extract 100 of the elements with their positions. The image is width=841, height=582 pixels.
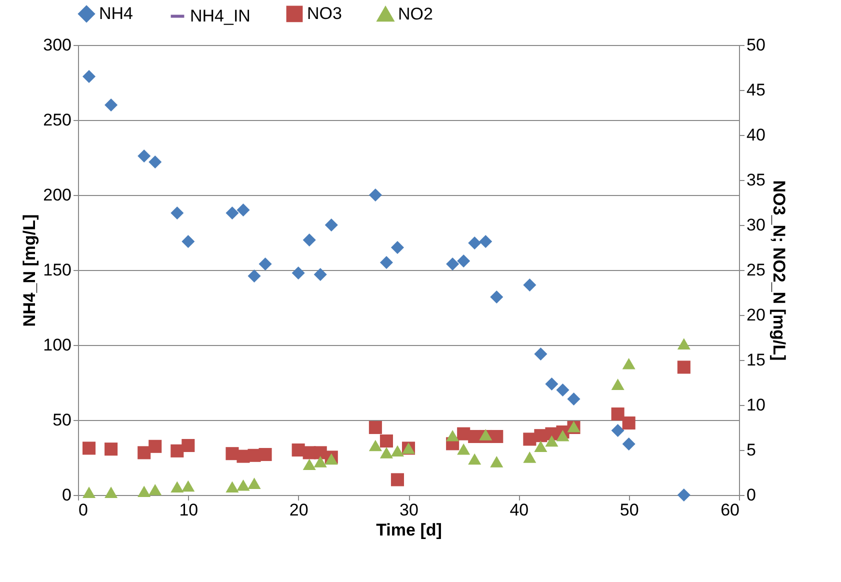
point: [182, 438, 195, 452]
point: [479, 429, 492, 440]
legend-label: NH4_IN: [190, 6, 250, 26]
x-tick-label: 30: [400, 500, 418, 520]
y2-axis-title: NO3_N; NO2_N [mg/L]: [769, 180, 788, 361]
x-tick-label: 50: [620, 500, 639, 520]
y-tick-label: 250: [43, 110, 72, 130]
y-tick-label: 50: [52, 410, 72, 430]
point: [226, 481, 239, 493]
point: [677, 488, 690, 502]
y-tick-label: 300: [43, 36, 72, 54]
point: [314, 268, 327, 282]
point: [138, 486, 151, 498]
point: [226, 206, 239, 220]
point: [368, 188, 382, 202]
legend-label: NO2: [398, 4, 433, 24]
point: [523, 278, 536, 292]
point: [148, 440, 162, 453]
point: [446, 430, 460, 442]
legend-label: NO3: [307, 4, 342, 23]
legend-label: NH4: [99, 4, 134, 23]
point: [258, 448, 272, 462]
point: [138, 149, 151, 163]
y2-tick-label: 30: [746, 216, 766, 234]
point: [390, 445, 404, 457]
point: [248, 269, 261, 283]
point: [236, 479, 250, 491]
x-tick-label: 40: [510, 500, 529, 520]
point: [104, 442, 118, 456]
y2-tick-label: 15: [746, 350, 766, 370]
y2-tick-label: 10: [746, 396, 766, 414]
point: [380, 256, 393, 270]
point: [248, 478, 261, 489]
point: [556, 430, 570, 442]
y2-tick-label: 50: [746, 36, 766, 54]
y-tick-label: 100: [43, 336, 72, 354]
point: [677, 338, 690, 350]
point: [490, 456, 504, 468]
point: [380, 447, 393, 458]
point: [258, 257, 272, 271]
point: [622, 437, 636, 451]
point: [170, 444, 184, 458]
point: [236, 203, 250, 217]
point: [490, 430, 504, 444]
point: [567, 392, 580, 406]
point: [390, 240, 404, 254]
point: [622, 358, 636, 370]
x-axis-title: Time [d]: [376, 520, 442, 540]
y-tick-label: 200: [43, 186, 72, 204]
point: [148, 155, 162, 169]
point: [446, 257, 460, 271]
point: [302, 233, 316, 247]
point: [182, 480, 195, 492]
point: [170, 206, 184, 220]
point: [302, 458, 316, 470]
point: [611, 378, 624, 390]
point: [611, 407, 624, 421]
point: [622, 416, 636, 430]
point: [380, 434, 393, 448]
point: [292, 266, 305, 280]
point: [611, 424, 624, 438]
y2-tick-label: 0: [746, 486, 756, 504]
point: [138, 446, 151, 460]
point: [534, 347, 548, 361]
x-tick-label: 20: [289, 500, 308, 520]
x-tick-label: 0: [78, 500, 88, 520]
point: [523, 452, 536, 463]
point: [390, 473, 404, 486]
x-tick-label: 10: [179, 500, 198, 520]
y2-tick-label: 20: [746, 306, 766, 324]
point: [457, 443, 470, 455]
y2-tick-label: 5: [746, 440, 756, 460]
point: [534, 440, 548, 452]
point: [170, 481, 184, 493]
y-tick-label: 150: [43, 260, 72, 280]
point: [324, 453, 338, 465]
point: [545, 377, 558, 391]
y2-tick-label: 40: [746, 126, 766, 144]
y-tick-label: 0: [62, 486, 72, 504]
point: [82, 442, 96, 455]
point: [468, 236, 482, 250]
point: [148, 484, 162, 496]
y2-tick-label: 35: [746, 170, 766, 190]
point: [182, 234, 195, 248]
point: [468, 453, 482, 465]
y2-tick-label: 25: [746, 260, 766, 280]
y2-tick-label: 45: [746, 80, 766, 100]
point: [324, 218, 338, 232]
y-axis-title: NH4_N [mg/L]: [20, 214, 40, 327]
point: [457, 254, 470, 268]
point: [545, 435, 558, 447]
point: [479, 234, 492, 248]
point: [104, 486, 118, 498]
point: [82, 70, 96, 84]
point: [490, 290, 504, 304]
point: [314, 456, 327, 468]
point: [677, 360, 690, 374]
point: [368, 420, 382, 434]
x-tick-label: 60: [720, 500, 740, 520]
point: [82, 486, 96, 498]
